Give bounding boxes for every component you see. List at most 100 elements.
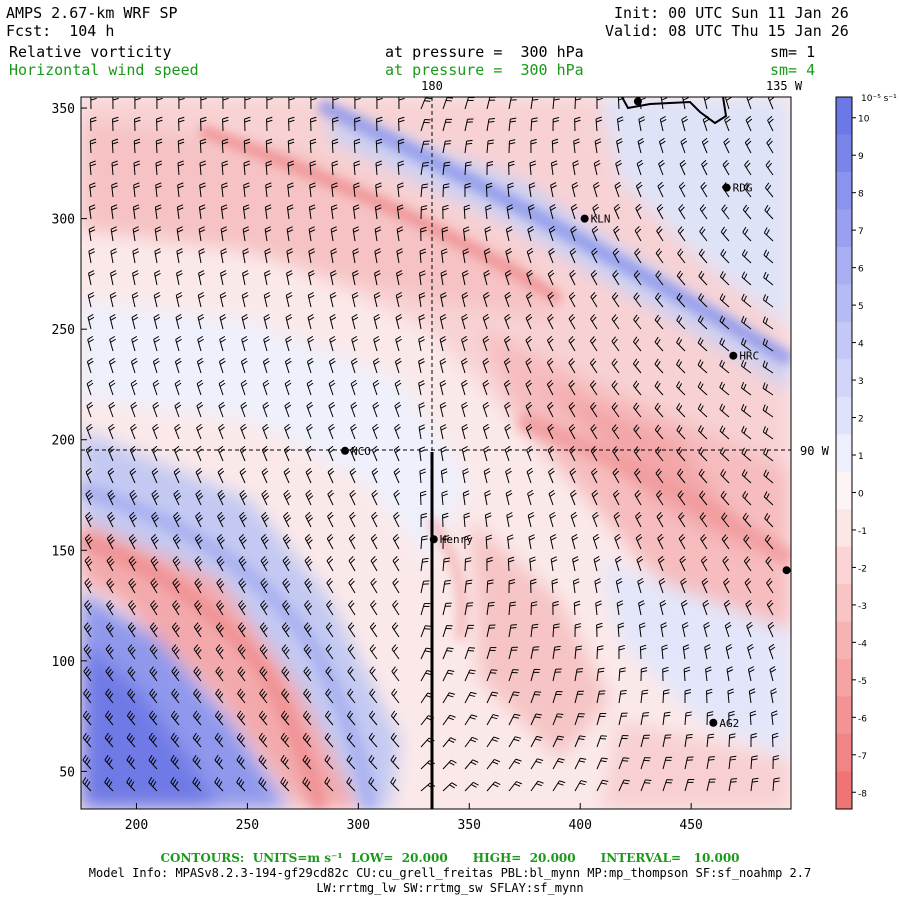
wind-barb xyxy=(326,600,334,616)
wind-barb xyxy=(439,424,447,440)
wind-barb xyxy=(106,600,115,616)
wind-barb xyxy=(596,645,604,660)
wind-barb xyxy=(590,292,598,308)
wind-barb xyxy=(719,381,730,396)
wind-barb xyxy=(464,534,471,550)
wind-barb xyxy=(260,556,269,572)
wind-barb xyxy=(154,204,162,220)
wind-barb xyxy=(461,379,468,396)
wind-barb xyxy=(347,666,356,682)
wind-barb xyxy=(306,379,314,396)
meridian-90w-label: 90 W xyxy=(800,444,830,458)
wind-barb xyxy=(418,380,425,396)
wind-barb xyxy=(374,226,382,242)
wind-barb xyxy=(104,776,114,792)
wind-barb xyxy=(149,666,158,682)
wind-barb xyxy=(741,469,752,484)
wind-barb xyxy=(324,710,334,726)
wind-barb xyxy=(83,688,92,704)
wind-barb xyxy=(530,735,543,748)
wind-barb xyxy=(214,732,224,748)
wind-barb xyxy=(508,579,516,594)
y-tick-label: 150 xyxy=(52,544,75,559)
wind-barb xyxy=(368,776,378,792)
wind-barb xyxy=(548,467,555,484)
wind-barb xyxy=(236,754,246,770)
wind-barb xyxy=(108,379,116,396)
colorbar-label: 3 xyxy=(858,377,864,387)
wind-barb xyxy=(772,777,780,792)
wind-barb xyxy=(616,116,624,132)
wind-barb xyxy=(129,445,137,462)
wind-barb xyxy=(569,247,577,264)
wind-barb xyxy=(442,140,452,154)
wind-barb xyxy=(591,225,599,242)
wind-barb xyxy=(486,601,495,616)
wind-barb xyxy=(242,204,250,220)
wind-barb xyxy=(698,270,708,286)
wind-barb xyxy=(104,732,114,748)
wind-barb xyxy=(393,489,400,506)
wind-barb xyxy=(573,600,581,616)
wind-barb xyxy=(325,622,334,638)
wind-barb xyxy=(261,489,270,506)
wind-barb xyxy=(237,644,246,660)
colorbar-label: -2 xyxy=(858,564,867,574)
wind-barb xyxy=(743,534,752,550)
wind-barb xyxy=(110,226,118,242)
wind-barb xyxy=(464,781,479,792)
wind-barb xyxy=(698,468,708,484)
wind-barb xyxy=(354,116,361,132)
colorbar-frame xyxy=(835,96,853,810)
model-info-physics: LW:rrtmg_lw SW:rrtmg_sw SFLAY:sf_mynn xyxy=(316,881,584,895)
wind-barb xyxy=(526,269,533,286)
wind-barb xyxy=(463,512,471,528)
wind-barb xyxy=(104,710,114,726)
wind-barb xyxy=(420,97,432,110)
wind-barb xyxy=(111,138,119,154)
wind-barb xyxy=(508,758,522,770)
wind-barb xyxy=(332,97,339,110)
wind-barb xyxy=(395,292,403,308)
wind-barb xyxy=(218,379,226,396)
contour-info: CONTOURS: UNITS=m s⁻¹ LOW= 20.000 HIGH= … xyxy=(160,851,740,865)
wind-barb xyxy=(176,248,183,264)
wind-barb xyxy=(395,335,402,352)
wind-barb xyxy=(174,423,181,440)
wind-barb xyxy=(398,116,405,132)
wind-barb xyxy=(82,754,92,770)
wind-barb xyxy=(348,600,356,616)
wind-barb xyxy=(287,182,294,198)
wind-barb xyxy=(530,623,539,638)
station-label: RDG xyxy=(733,182,753,195)
wind-barb xyxy=(354,97,361,110)
wind-barb xyxy=(439,380,447,396)
wind-barb xyxy=(258,732,268,748)
wind-barb xyxy=(633,424,642,440)
wind-barb xyxy=(85,511,94,528)
wind-barb xyxy=(418,402,425,418)
wind-barb xyxy=(171,644,180,660)
wind-barb xyxy=(552,645,561,660)
wind-barb xyxy=(324,732,334,748)
wind-barb xyxy=(307,335,314,352)
wind-barb xyxy=(390,710,400,726)
wind-barb xyxy=(595,600,602,616)
wind-barb xyxy=(508,601,517,616)
colorbar-label: -3 xyxy=(858,602,867,612)
wind-barb xyxy=(304,600,313,616)
wind-barb xyxy=(462,490,470,506)
wind-barb xyxy=(280,754,290,770)
wind-barb xyxy=(374,204,382,220)
wind-barb xyxy=(148,776,158,792)
wind-barb xyxy=(281,688,290,704)
wind-barb xyxy=(172,600,181,616)
wind-barb xyxy=(636,555,644,572)
wind-barb xyxy=(200,97,207,110)
wind-barb xyxy=(394,379,402,396)
wind-barb xyxy=(108,357,116,374)
wind-barb xyxy=(281,666,290,682)
wind-barb xyxy=(634,248,642,264)
wind-barb xyxy=(740,338,752,352)
